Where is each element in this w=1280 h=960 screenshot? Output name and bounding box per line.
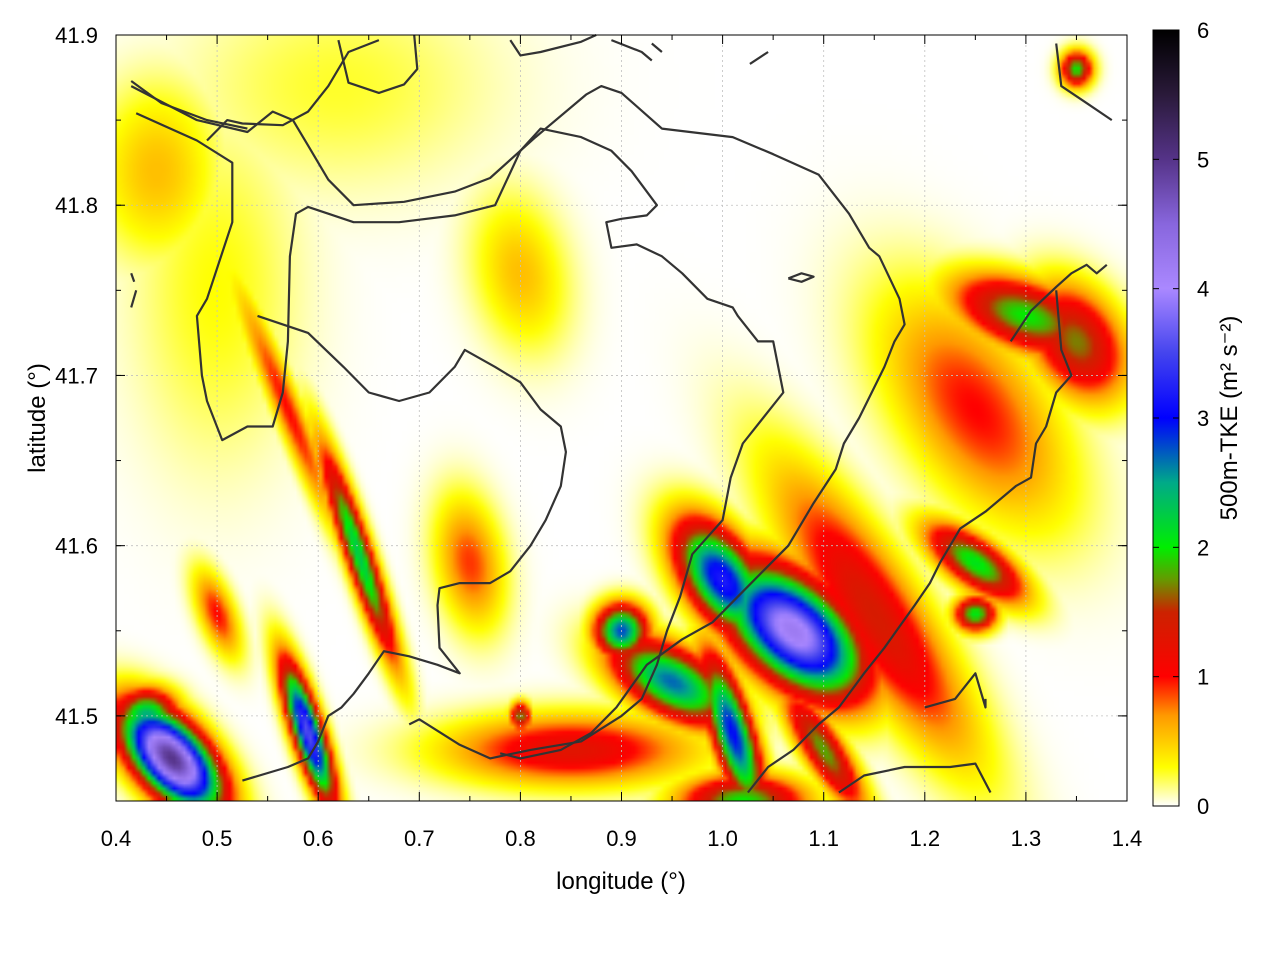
colorbar-label: 500m-TKE (m² s⁻²) [1216,316,1243,521]
x-axis-label: longitude (°) [556,868,686,895]
colorbar-tick-label: 1 [1197,665,1209,690]
contour-line [242,314,567,782]
contour-line [787,272,815,283]
colorbar-ticks: 0 1 2 3 4 5 6 [1153,18,1209,819]
x-tick-label: 0.4 [101,826,132,851]
contour-line [337,34,419,94]
y-axis-label: latitude (°) [24,363,51,473]
x-tick-label: 0.7 [404,826,435,851]
contour-line [1055,43,1113,122]
colorbar-tick-label: 0 [1197,794,1209,819]
plot-area: 0.4 0.5 0.6 0.7 0.8 0.9 1.0 1.1 1.2 1.3 1.4 41.541… [55,23,1142,851]
contour-line [130,289,138,308]
contour-line [610,39,653,62]
y-axis: 41.5 41.6 41.7 41.8 41.9 [55,23,1127,802]
x-tick-label: 1.1 [808,826,839,851]
colorbar-tick-label: 2 [1197,535,1209,560]
contour-line [130,85,906,760]
x-tick-label: 0.9 [606,826,637,851]
x-tick-label: 1.0 [707,826,738,851]
colorbar: 0 1 2 3 4 5 6 500m-TKE (m² s⁻²) [1152,18,1243,819]
colorbar-tick-label: 6 [1197,18,1209,43]
colorbar-tick-label: 3 [1197,406,1209,431]
y-tick-label: 41.8 [55,193,98,218]
contour-line [924,672,987,709]
colorbar-tick-label: 4 [1197,277,1209,302]
x-axis: 0.4 0.5 0.6 0.7 0.8 0.9 1.0 1.1 1.2 1.3 1.4 [101,35,1143,851]
contour-line [1009,263,1108,343]
contour-line [651,42,663,53]
contour-line [509,33,597,57]
x-tick-label: 1.4 [1112,826,1143,851]
tke-heatmap-raster [116,35,1127,801]
x-tick-label: 0.8 [505,826,536,851]
y-tick-label: 41.6 [55,534,98,559]
x-tick-label: 1.3 [1011,826,1042,851]
x-tick-label: 1.2 [910,826,941,851]
y-tick-label: 41.7 [55,363,98,388]
x-tick-label: 0.6 [303,826,334,851]
contour-line [838,762,992,794]
y-tick-label: 41.9 [55,23,98,48]
contour-line [747,290,1073,794]
y-tick-label: 41.5 [55,704,98,729]
colorbar-tick-label: 5 [1197,147,1209,172]
contour-line [130,272,136,283]
contour-line [749,51,769,65]
coastline-contours [130,33,1113,794]
contour-line [130,80,248,130]
x-tick-label: 0.5 [202,826,233,851]
contour-line [135,112,785,760]
contour-line [206,39,380,142]
